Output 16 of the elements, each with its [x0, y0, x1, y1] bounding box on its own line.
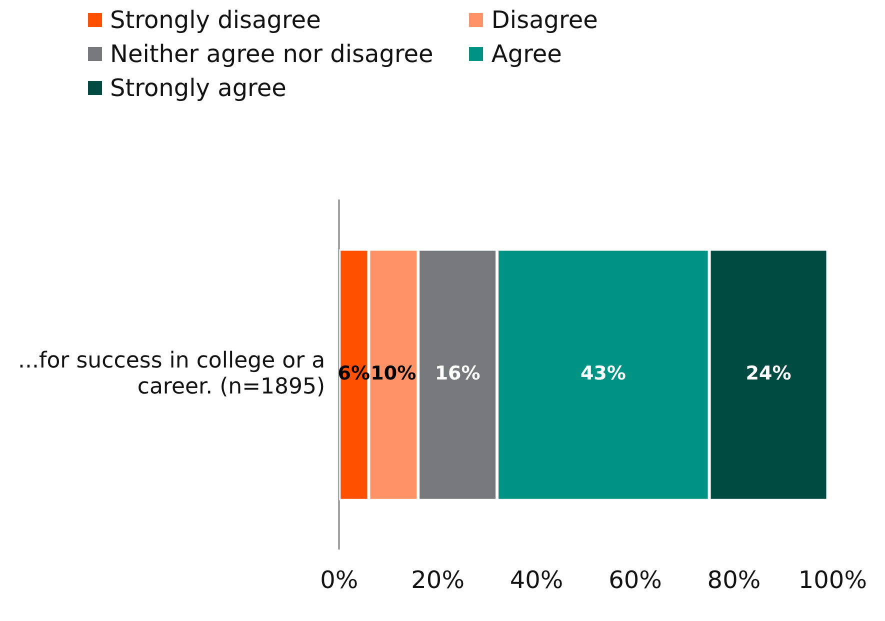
data-label: 24% — [746, 362, 792, 385]
legend-label: Strongly agree — [110, 74, 286, 102]
x-tick-label: 60% — [608, 566, 662, 594]
data-label: 43% — [580, 362, 626, 385]
data-label: 16% — [434, 362, 480, 385]
legend-label: Neither agree nor disagree — [110, 40, 434, 68]
y-tick-label: ...for success in college or a career. (n=1895) — [18, 348, 326, 400]
x-tick-label: 20% — [411, 566, 464, 594]
x-tick-label: 80% — [707, 566, 761, 594]
data-label: 10% — [370, 362, 416, 385]
legend-label: Strongly disagree — [110, 6, 321, 34]
x-tick-label: 0% — [320, 566, 358, 594]
x-tick-label: 40% — [510, 566, 564, 594]
legend-label: Disagree — [491, 6, 598, 34]
x-tick-label: 100% — [798, 566, 868, 594]
legend-label: Agree — [491, 40, 562, 68]
